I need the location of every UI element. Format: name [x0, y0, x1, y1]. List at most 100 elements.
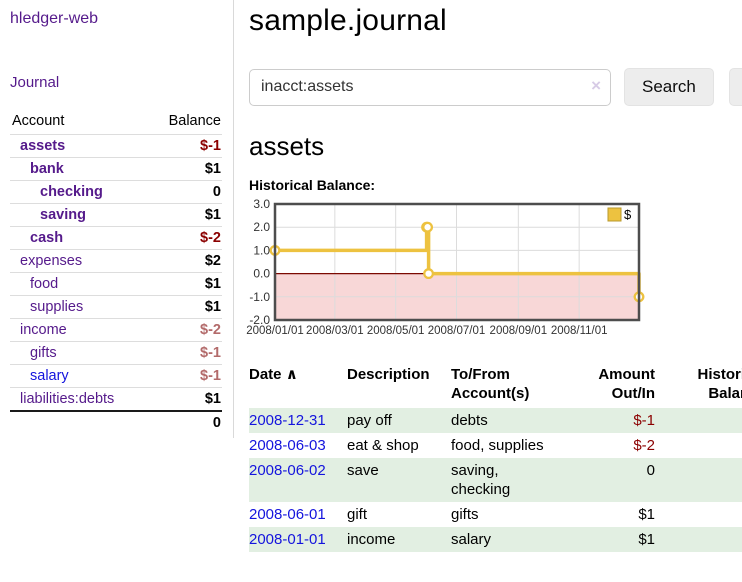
accounts-total-row: 0: [10, 410, 222, 434]
sidebar-item-journal[interactable]: Journal: [10, 74, 60, 91]
app-layout: hledger-web Journal Account Balance asse…: [0, 0, 742, 552]
register-row: 2008-12-31 pay off debts $-1 $-1: [249, 408, 742, 433]
svg-text:2008/11/01: 2008/11/01: [551, 325, 608, 337]
svg-text:0.0: 0.0: [253, 267, 270, 281]
account-row: supplies $1: [10, 295, 222, 319]
transaction-accounts: gifts: [451, 506, 479, 523]
account-row: saving $1: [10, 203, 222, 227]
help-button[interactable]: ?: [728, 68, 742, 106]
register-header-date[interactable]: Date ∧: [249, 366, 298, 383]
transaction-date-link[interactable]: 2008-06-01: [249, 506, 326, 523]
svg-text:1.0: 1.0: [253, 243, 270, 257]
search-form: × Search ?: [249, 68, 742, 106]
register-row: 2008-06-01 gift gifts $1 $2: [249, 502, 742, 527]
transaction-amount: 0: [646, 462, 655, 479]
account-link-checking[interactable]: checking: [40, 184, 103, 200]
search-input[interactable]: [249, 68, 611, 106]
register-header-amount: Amount Out/In: [598, 366, 655, 402]
transaction-description: save: [347, 462, 379, 479]
account-balance: $1: [148, 157, 222, 181]
transaction-accounts: salary: [451, 531, 492, 548]
account-balance: $-2: [148, 226, 222, 250]
transaction-description: gift: [347, 506, 368, 523]
register-header-description: Description: [347, 366, 430, 383]
transaction-balance: $1: [655, 527, 742, 552]
accounts-total-value: 0: [148, 410, 222, 434]
transaction-balance: 0: [655, 433, 742, 458]
account-row: expenses $2: [10, 249, 222, 273]
account-row: liabilities:debts $1: [10, 387, 222, 411]
account-row: checking 0: [10, 180, 222, 204]
svg-text:2.0: 2.0: [253, 220, 270, 234]
chart-label: Historical Balance:: [249, 177, 376, 193]
transaction-balance: $2: [655, 502, 742, 527]
sort-asc-icon: ∧: [285, 366, 298, 383]
account-row: gifts $-1: [10, 341, 222, 365]
account-link-saving[interactable]: saving: [40, 207, 86, 223]
account-link-food[interactable]: food: [30, 276, 59, 292]
transaction-date-link[interactable]: 2008-12-31: [249, 412, 326, 429]
app-title-link[interactable]: hledger-web: [10, 10, 99, 27]
account-balance: $1: [148, 295, 222, 319]
transaction-amount: $1: [638, 506, 655, 523]
historical-balance-chart: $3.0 2.0 1.0 0.0 -1.0 -2.0 2008/01/01 2008/03/0…: [246, 197, 669, 343]
account-link-salary[interactable]: salary: [30, 368, 69, 384]
transaction-amount: $-1: [633, 412, 655, 429]
account-link-income[interactable]: income: [20, 322, 67, 338]
account-row: salary $-1: [10, 364, 222, 388]
account-link-gifts[interactable]: gifts: [30, 345, 57, 361]
account-balance: $-1: [148, 341, 222, 365]
account-row: bank $1: [10, 157, 222, 181]
clear-search-icon[interactable]: ×: [591, 75, 601, 95]
account-balance: $1: [148, 203, 222, 227]
transaction-date-link[interactable]: 2008-06-03: [249, 437, 326, 454]
account-link-supplies[interactable]: supplies: [30, 299, 84, 315]
accounts-table: Account Balance assets $-1 bank $1 checkin…: [10, 110, 222, 434]
account-row: food $1: [10, 272, 222, 296]
svg-text:-2.0: -2.0: [249, 313, 270, 327]
transaction-description: eat & shop: [347, 437, 419, 454]
transaction-date-link[interactable]: 2008-01-01: [249, 531, 326, 548]
search-box: ×: [249, 68, 611, 106]
svg-text:2008/05/01: 2008/05/01: [367, 325, 425, 337]
register-table: Date ∧ Description To/From Account(s) Am…: [249, 363, 742, 552]
transaction-description: pay off: [347, 412, 392, 429]
transaction-accounts: food, supplies: [451, 437, 544, 454]
transaction-balance: $-1: [655, 408, 742, 433]
account-row: cash $-2: [10, 226, 222, 250]
account-row: assets $-1: [10, 134, 222, 158]
main-content: sample.journal × Search ? assets Histori…: [234, 0, 742, 552]
transaction-accounts: debts: [451, 412, 488, 429]
account-balance: $1: [148, 272, 222, 296]
transaction-amount: $-2: [633, 437, 655, 454]
svg-text:2008/09/01: 2008/09/01: [490, 325, 548, 337]
accounts-header-account: Account: [12, 113, 65, 129]
register-header-balance: Historical Balance: [697, 366, 742, 402]
account-link-liabilities-debts[interactable]: liabilities:debts: [20, 391, 115, 407]
search-button[interactable]: Search: [624, 68, 714, 106]
account-link-bank[interactable]: bank: [30, 161, 64, 177]
account-row: income $-2: [10, 318, 222, 342]
page-title: sample.journal: [249, 4, 447, 37]
register-row: 2008-06-02 save saving, checking 0 $2: [249, 458, 742, 502]
account-link-assets[interactable]: assets: [20, 138, 66, 154]
account-link-cash[interactable]: cash: [30, 230, 64, 246]
transaction-description: income: [347, 531, 396, 548]
account-balance: $2: [148, 249, 222, 273]
svg-text:2008/01/01: 2008/01/01: [246, 325, 304, 337]
accounts-header-balance: Balance: [168, 113, 221, 129]
account-link-expenses[interactable]: expenses: [20, 253, 83, 269]
account-balance: $-2: [148, 318, 222, 342]
svg-text:3.0: 3.0: [253, 197, 270, 211]
register-row: 2008-01-01 income salary $1 $1: [249, 527, 742, 552]
register-row: 2008-06-03 eat & shop food, supplies $-2…: [249, 433, 742, 458]
register-header-accounts: To/From Account(s): [451, 366, 530, 402]
transaction-balance: $2: [655, 458, 742, 502]
svg-text:2008/03/01: 2008/03/01: [306, 325, 364, 337]
transaction-date-link[interactable]: 2008-06-02: [249, 462, 326, 479]
transaction-amount: $1: [638, 531, 655, 548]
svg-text:-1.0: -1.0: [249, 290, 270, 304]
sidebar: hledger-web Journal Account Balance asse…: [0, 0, 234, 438]
section-title: assets: [249, 131, 325, 161]
